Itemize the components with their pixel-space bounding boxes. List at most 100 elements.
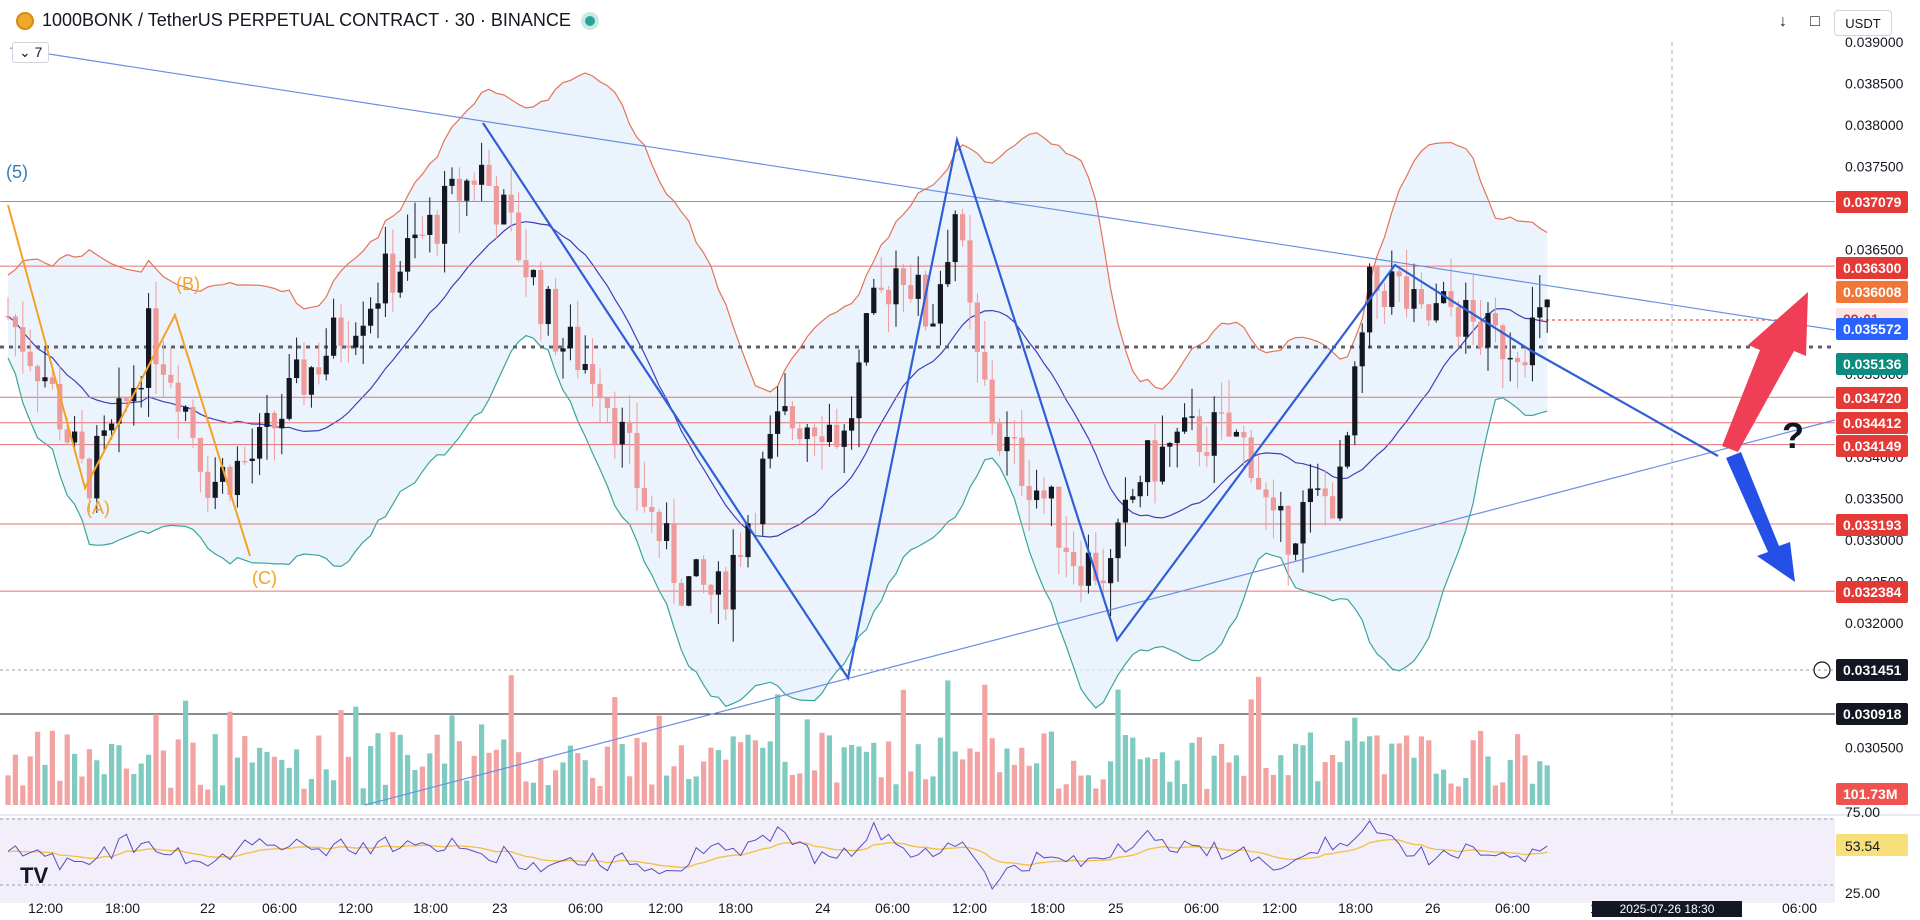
price-tag-box bbox=[1836, 783, 1908, 805]
candle-body bbox=[1196, 416, 1202, 453]
x-axis-tick-label: 12:00 bbox=[338, 900, 373, 915]
volume-bar bbox=[375, 733, 381, 805]
candle-body bbox=[1522, 362, 1528, 366]
volume-bar bbox=[464, 780, 470, 805]
volume-bar bbox=[1500, 782, 1506, 805]
currency-label: USDT bbox=[1845, 15, 1881, 31]
volume-bar bbox=[1078, 775, 1084, 805]
candle-body bbox=[368, 308, 374, 326]
abc-correction-line bbox=[7, 204, 251, 557]
volume-bar bbox=[338, 710, 344, 805]
candle-body bbox=[893, 268, 899, 305]
tradingview-logo: TV bbox=[20, 863, 49, 888]
volume-bar bbox=[553, 770, 559, 805]
candle-body bbox=[937, 284, 943, 324]
price-tag-box bbox=[1836, 281, 1908, 303]
x-axis-tick-label: 24 bbox=[815, 900, 831, 915]
volume-bar bbox=[1122, 735, 1128, 805]
volume-bar bbox=[183, 700, 189, 805]
volume-bar bbox=[678, 745, 684, 805]
volume-bar bbox=[1004, 748, 1010, 805]
candle-body bbox=[264, 412, 270, 427]
candle-body bbox=[42, 377, 48, 382]
volume-bar bbox=[49, 730, 55, 805]
volume-bar bbox=[871, 742, 877, 805]
candle-body bbox=[64, 429, 70, 443]
candle-body bbox=[153, 308, 159, 365]
x-axis-tick-label: 06:00 bbox=[1782, 900, 1817, 915]
candle-body bbox=[427, 214, 433, 235]
currency-select[interactable]: USDT bbox=[1834, 10, 1892, 36]
volume-bar bbox=[1330, 755, 1336, 805]
volume-bar bbox=[397, 734, 403, 805]
candle-body bbox=[582, 364, 588, 371]
candle-body bbox=[967, 240, 973, 303]
volume-bar bbox=[1159, 752, 1165, 805]
volume-bar bbox=[1248, 699, 1254, 805]
volume-bar bbox=[834, 782, 840, 805]
volume-bar bbox=[1381, 774, 1387, 805]
candle-body bbox=[493, 185, 499, 225]
volume-bar bbox=[212, 734, 218, 805]
volume-bar bbox=[190, 742, 196, 805]
rsi-line bbox=[7, 819, 1548, 890]
candle-body bbox=[1122, 499, 1128, 523]
volume-bar bbox=[249, 762, 255, 805]
volume-bar bbox=[79, 776, 85, 805]
candle-body bbox=[826, 424, 832, 442]
volume-bar bbox=[997, 772, 1003, 805]
candle-body bbox=[538, 269, 544, 325]
indicator-legend-toggle[interactable]: ⌄ 7 bbox=[12, 42, 50, 63]
candle-body bbox=[523, 260, 529, 278]
candle-body bbox=[1537, 307, 1543, 318]
candle-body bbox=[952, 214, 958, 263]
candle-body bbox=[5, 315, 11, 318]
fullscreen-icon[interactable]: □ bbox=[1810, 13, 1820, 30]
volume-bar bbox=[619, 744, 625, 805]
download-icon[interactable]: ↓ bbox=[1779, 13, 1787, 30]
volume-bar bbox=[353, 706, 359, 805]
volume-bar bbox=[138, 763, 144, 805]
price-tag-box bbox=[1836, 257, 1908, 279]
candle-body bbox=[20, 327, 26, 352]
volume-bar bbox=[1026, 765, 1032, 805]
candle-body bbox=[997, 423, 1003, 452]
candle-body bbox=[27, 351, 33, 367]
candle-body bbox=[160, 364, 166, 375]
candle-body bbox=[220, 466, 226, 482]
y-axis-tick-label: 0.038500 bbox=[1845, 76, 1904, 92]
volume-bar bbox=[1233, 755, 1239, 805]
volume-bar bbox=[937, 737, 943, 805]
candle-body bbox=[197, 437, 203, 472]
volume-bar bbox=[1211, 755, 1217, 805]
y-axis-tick-label: 0.036500 bbox=[1845, 242, 1904, 258]
candle-body bbox=[1204, 452, 1210, 456]
candle-body bbox=[760, 458, 766, 525]
volume-bar bbox=[493, 749, 499, 805]
volume-bar bbox=[1130, 737, 1136, 805]
candle-body bbox=[767, 433, 773, 459]
volume-bar bbox=[604, 746, 610, 805]
volume-bar bbox=[1226, 762, 1232, 805]
candle-body bbox=[1396, 271, 1402, 277]
volume-bar bbox=[1478, 730, 1484, 805]
volume-bar bbox=[1463, 777, 1469, 805]
symbol-title[interactable]: 1000BONK / TetherUS PERPETUAL CONTRACT ·… bbox=[16, 10, 595, 31]
volume-bar bbox=[945, 680, 951, 805]
volume-bar bbox=[264, 751, 270, 805]
volume-bar bbox=[1263, 767, 1269, 805]
volume-bar bbox=[1515, 734, 1521, 805]
volume-bar bbox=[752, 740, 758, 805]
market-open-icon bbox=[584, 15, 595, 26]
descending-trendline bbox=[9, 47, 1836, 331]
candle-body bbox=[1270, 497, 1276, 511]
volume-bar bbox=[1219, 743, 1225, 805]
candle-body bbox=[1433, 303, 1439, 321]
volume-bar bbox=[101, 774, 107, 805]
y-axis-tick-label: 0.032000 bbox=[1845, 615, 1904, 631]
candle-body bbox=[1233, 431, 1239, 437]
candle-body bbox=[841, 430, 847, 447]
volume-bar bbox=[849, 744, 855, 805]
